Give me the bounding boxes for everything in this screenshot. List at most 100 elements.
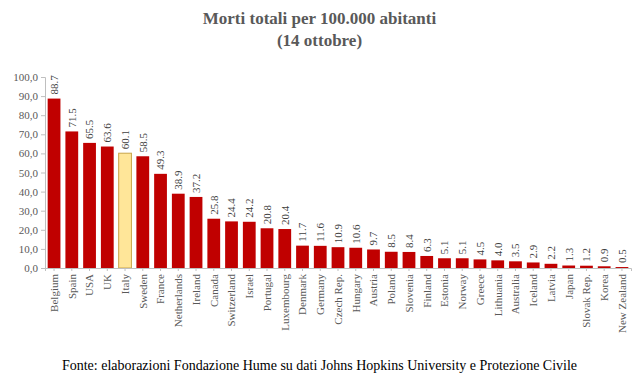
x-tick-label: Denmark	[296, 274, 308, 315]
x-tick-mark	[267, 268, 268, 271]
bar	[580, 266, 593, 268]
y-tick: 40,0	[19, 186, 45, 198]
x-tick-label: USA	[83, 274, 95, 296]
data-label: 6.3	[421, 238, 433, 252]
data-label: 65.5	[83, 119, 95, 139]
y-tick-mark	[41, 211, 45, 212]
data-label: 88.7	[48, 75, 60, 95]
x-tick-mark	[604, 268, 605, 271]
y-tick-label: 90,0	[19, 90, 39, 102]
data-label: 11.6	[314, 223, 326, 242]
data-label: 71.5	[66, 108, 78, 128]
y-tick: 30,0	[19, 205, 45, 217]
bar	[385, 252, 398, 268]
x-tick: Switzerland	[225, 268, 237, 327]
y-tick: 90,0	[19, 90, 45, 102]
x-tick-label: Lithuania	[492, 274, 504, 316]
x-tick: Denmark	[296, 268, 308, 315]
x-tick: Greece	[474, 268, 486, 305]
y-tick: 50,0	[19, 167, 45, 179]
title: Morti totali per 100.000 abitanti	[203, 9, 437, 28]
bars	[48, 99, 629, 268]
x-tick-mark	[391, 268, 392, 271]
x-tick-label: Australia	[509, 274, 521, 314]
x-tick-label: Finland	[421, 274, 433, 308]
x-tick-label: Israel	[243, 274, 255, 298]
y-tick-mark	[41, 115, 45, 116]
x-tick-mark	[515, 268, 516, 271]
y-tick-mark	[41, 96, 45, 97]
x-tick-mark	[71, 268, 72, 271]
y-tick-label: 10,0	[19, 243, 39, 255]
x-tick: Estonia	[438, 268, 450, 307]
data-label: 2.9	[527, 244, 539, 258]
data-label: 8.4	[403, 234, 415, 248]
x-tick: Poland	[385, 268, 397, 305]
bar	[562, 266, 575, 268]
x-tick-label: Italy	[119, 274, 131, 295]
bar	[48, 99, 61, 268]
x-tick-label: Canada	[208, 274, 220, 307]
y-tick: 60,0	[19, 147, 45, 159]
data-label: 38.9	[172, 170, 184, 190]
bar	[509, 261, 522, 268]
x-tick: Canada	[208, 268, 220, 307]
bar	[314, 246, 327, 268]
bar	[545, 264, 558, 268]
x-tick: Japan	[563, 268, 575, 299]
x-tick-mark	[355, 268, 356, 271]
x-tick-label: Netherlands	[172, 274, 184, 327]
bar	[225, 221, 238, 268]
x-tick-label: Germany	[314, 274, 326, 315]
x-tick-label: Luxembourg	[279, 274, 291, 331]
x-tick: Korea	[598, 268, 610, 301]
x-tick: USA	[83, 268, 95, 296]
x-tick-mark	[125, 268, 126, 271]
y-tick: 70,0	[19, 128, 45, 140]
bar	[438, 258, 451, 268]
x-tick-mark	[320, 268, 321, 271]
x-tick: France	[154, 268, 166, 304]
x-tick-mark	[54, 268, 55, 271]
x-axis: BelgiumSpainUSAUKItalySwedenFranceNether…	[46, 268, 632, 333]
x-tick: Spain	[66, 268, 78, 299]
x-tick: Latvia	[545, 268, 557, 302]
y-tick-mark	[41, 77, 45, 78]
y-axis: 0,010,020,030,040,050,060,070,080,090,01…	[13, 71, 45, 274]
data-label: 11.7	[296, 222, 308, 241]
x-tick-label: Korea	[598, 274, 610, 301]
y-tick-label: 100,0	[13, 71, 38, 83]
x-tick-label: Sweden	[137, 274, 149, 309]
x-tick-label: Austria	[367, 274, 379, 307]
bar	[616, 267, 629, 268]
y-tick-label: 60,0	[19, 147, 39, 159]
y-tick-label: 50,0	[19, 167, 39, 179]
x-tick-mark	[408, 268, 409, 271]
y-tick-mark	[41, 173, 45, 174]
x-tick: Germany	[314, 268, 326, 315]
x-tick-label: Iceland	[527, 274, 539, 307]
x-tick-mark	[426, 268, 427, 271]
bar	[83, 143, 96, 268]
bar	[456, 258, 469, 268]
data-label: 49.3	[154, 150, 166, 170]
x-tick-mark	[621, 268, 622, 271]
y-tick-mark	[41, 230, 45, 231]
x-tick-label: Japan	[563, 274, 575, 300]
y-tick: 20,0	[19, 224, 45, 236]
bar	[243, 222, 256, 268]
x-tick: Portugal	[261, 268, 273, 311]
x-tick-mark	[284, 268, 285, 271]
x-tick-mark	[302, 268, 303, 271]
x-tick-mark	[142, 268, 143, 271]
x-tick: Lithuania	[492, 268, 504, 316]
x-tick-mark	[160, 268, 161, 271]
x-tick-label: Estonia	[438, 274, 450, 307]
x-tick-mark	[568, 268, 569, 271]
bar	[172, 194, 185, 268]
x-tick-label: Slovenia	[403, 274, 415, 313]
x-tick: Netherlands	[172, 268, 184, 327]
bar	[403, 252, 416, 268]
x-tick-label: New Zealand	[616, 274, 628, 333]
x-tick-mark	[89, 268, 90, 271]
